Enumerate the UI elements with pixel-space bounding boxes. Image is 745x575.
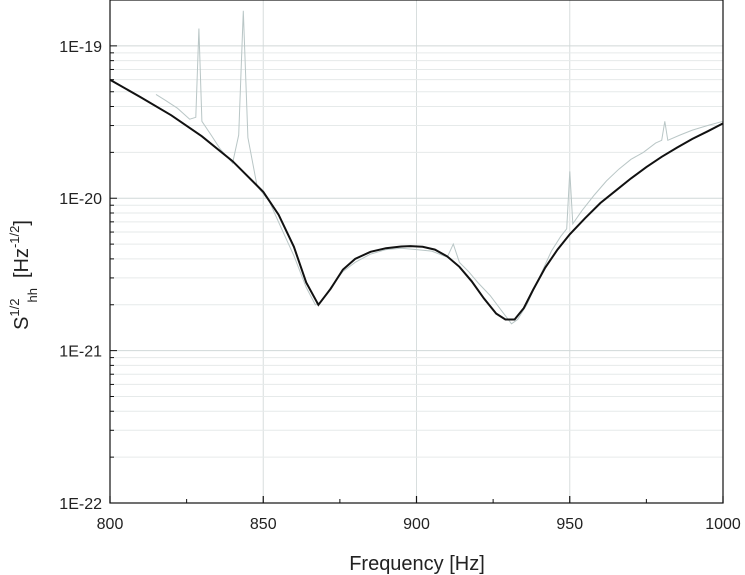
y-tick-label: 1E-22	[59, 496, 102, 513]
grid	[109, 0, 724, 504]
y-tick-label: 1E-21	[59, 344, 102, 361]
y-axis-unit-sup: -1/2	[7, 226, 22, 248]
fit-curve-line	[109, 78, 724, 321]
axis-ticks	[109, 0, 724, 504]
x-tick-label: 950	[556, 516, 583, 533]
y-tick-label: 1E-19	[59, 39, 102, 56]
y-axis-base: S	[11, 317, 33, 330]
series-group	[109, 10, 724, 325]
y-axis-unit-open: [Hz	[11, 248, 33, 278]
x-axis-title: Frequency [Hz]	[349, 553, 485, 575]
x-tick-label: 1000	[705, 516, 741, 533]
tick-labels: 800 850 900 950 1000 1E-22 1E-21 1E-20 1E-19	[59, 39, 741, 533]
y-axis-title: S1/2hh [Hz-1/2]	[7, 220, 40, 330]
x-tick-label: 900	[403, 516, 430, 533]
x-tick-label: 800	[97, 516, 124, 533]
y-axis-sup: 1/2	[7, 299, 22, 317]
x-tick-label: 850	[250, 516, 277, 533]
y-axis-unit-close: ]	[11, 220, 33, 226]
y-axis-sub: hh	[25, 288, 40, 302]
y-tick-label: 1E-20	[59, 191, 102, 208]
measured-spectrum-line	[155, 10, 724, 325]
